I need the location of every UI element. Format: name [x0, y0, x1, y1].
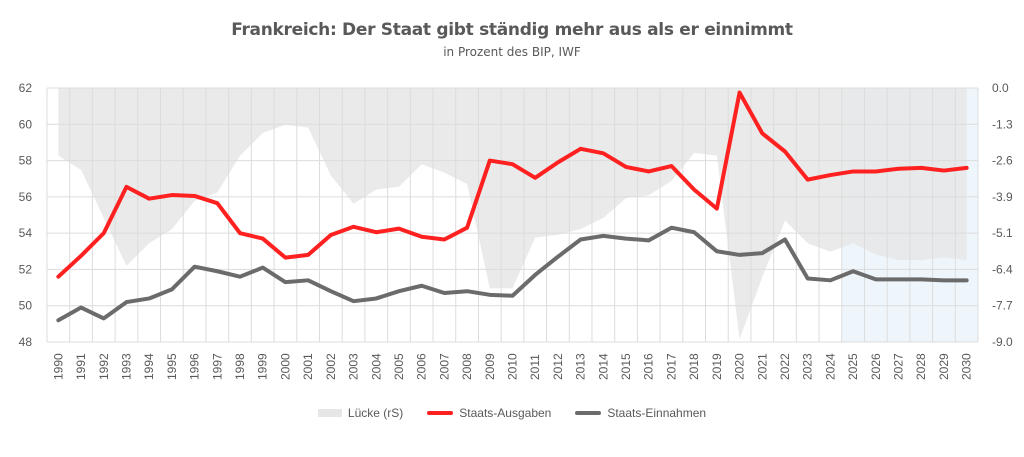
x-tick-label: 2023: [801, 353, 815, 380]
x-tick-label: 2000: [278, 353, 292, 380]
x-tick-label: 2008: [460, 353, 474, 380]
x-tick-label: 2022: [778, 353, 792, 380]
y2-tick-label: -3.9: [992, 190, 1013, 204]
y-tick-label: 48: [19, 335, 33, 349]
legend-item-revenue[interactable]: Staats-Einnahmen: [575, 406, 706, 420]
x-tick-label: 1995: [165, 353, 179, 380]
chart-title: Frankreich: Der Staat gibt ständig mehr …: [231, 20, 793, 40]
x-tick-label: 2004: [369, 353, 383, 380]
x-tick-label: 2006: [415, 353, 429, 380]
x-tick-label: 2014: [596, 353, 610, 380]
x-tick-label: 2010: [506, 353, 520, 380]
x-tick-label: 2003: [347, 353, 361, 380]
y2-tick-label: -6.4: [992, 262, 1013, 276]
legend-label-revenue: Staats-Einnahmen: [607, 406, 707, 420]
gap-area: [58, 88, 967, 340]
x-tick-label: 1992: [97, 353, 111, 380]
legend: Lücke (rS) Staats-Ausgaben Staats-Einnah…: [0, 406, 1024, 420]
x-tick-label: 2028: [914, 353, 928, 380]
y2-tick-label: -2.6: [992, 154, 1013, 168]
legend-swatch-gap: [317, 409, 342, 417]
x-tick-label: 2002: [324, 353, 338, 380]
x-tick-label: 1990: [51, 353, 65, 380]
x-tick-label: 2011: [528, 354, 542, 380]
x-tick-label: 2013: [574, 353, 588, 380]
x-tick-label: 1997: [210, 353, 224, 380]
x-tick-label: 2024: [823, 353, 837, 380]
legend-item-spending[interactable]: Staats-Ausgaben: [427, 406, 551, 420]
y-tick-label: 60: [19, 117, 33, 131]
y2-tick-label: -7.7: [992, 299, 1013, 313]
y-tick-label: 58: [19, 154, 33, 168]
x-tick-label: 2027: [892, 353, 906, 380]
x-tick-label: 2007: [437, 353, 451, 380]
x-tick-label: 2016: [642, 353, 656, 380]
y2-tick-label: 0.0: [992, 81, 1009, 95]
x-tick-label: 2019: [710, 353, 724, 380]
x-tick-label: 2017: [664, 353, 678, 380]
x-tick-label: 1996: [188, 353, 202, 380]
x-tick-label: 2021: [755, 353, 769, 380]
x-tick-label: 2015: [619, 353, 633, 380]
x-tick-label: 2029: [937, 353, 951, 380]
y2-tick-label: -5.1: [992, 226, 1013, 240]
legend-label-gap: Lücke (rS): [347, 406, 404, 420]
legend-label-spending: Staats-Ausgaben: [459, 406, 552, 420]
x-tick-label: 1991: [74, 353, 88, 380]
x-tick-label: 2018: [687, 353, 701, 380]
y-axis-left: 48 50 52 54 56 58 60 62: [19, 81, 33, 349]
x-tick-label: 2009: [483, 353, 497, 380]
x-tick-label: 2025: [846, 353, 860, 380]
x-axis: 1990 1991 1992 1993 1994 1995 1996 1997 1998 1999…: [51, 353, 973, 380]
y-axis-right: 0.0 -1.3 -2.6 -3.9 -5.1 -6.4 -7.7 -9.0: [992, 81, 1013, 349]
y-tick-label: 62: [19, 81, 33, 95]
x-tick-label: 2026: [869, 353, 883, 380]
chart-subtitle: in Prozent des BIP, IWF: [443, 45, 581, 59]
legend-item-gap[interactable]: Lücke (rS): [317, 406, 404, 420]
x-tick-label: 2030: [960, 353, 974, 380]
y2-tick-label: -1.3: [992, 117, 1013, 131]
x-tick-label: 2005: [392, 353, 406, 380]
y-tick-label: 54: [19, 226, 33, 240]
legend-swatch-revenue: [575, 411, 602, 415]
y-tick-label: 56: [19, 190, 33, 204]
y-tick-label: 50: [19, 299, 33, 313]
legend-swatch-spending: [427, 411, 454, 415]
y-tick-label: 52: [19, 262, 33, 276]
x-tick-label: 1994: [142, 353, 156, 380]
x-tick-label: 1998: [233, 353, 247, 380]
y2-tick-label: -9.0: [992, 335, 1013, 349]
x-tick-label: 2001: [301, 353, 315, 380]
series-lines-layer: [56, 90, 969, 323]
x-tick-label: 2020: [733, 353, 747, 380]
x-tick-label: 2012: [551, 353, 565, 380]
x-tick-label: 1999: [256, 353, 270, 380]
x-tick-label: 1993: [119, 353, 133, 380]
gap-area-layer: [58, 88, 967, 340]
